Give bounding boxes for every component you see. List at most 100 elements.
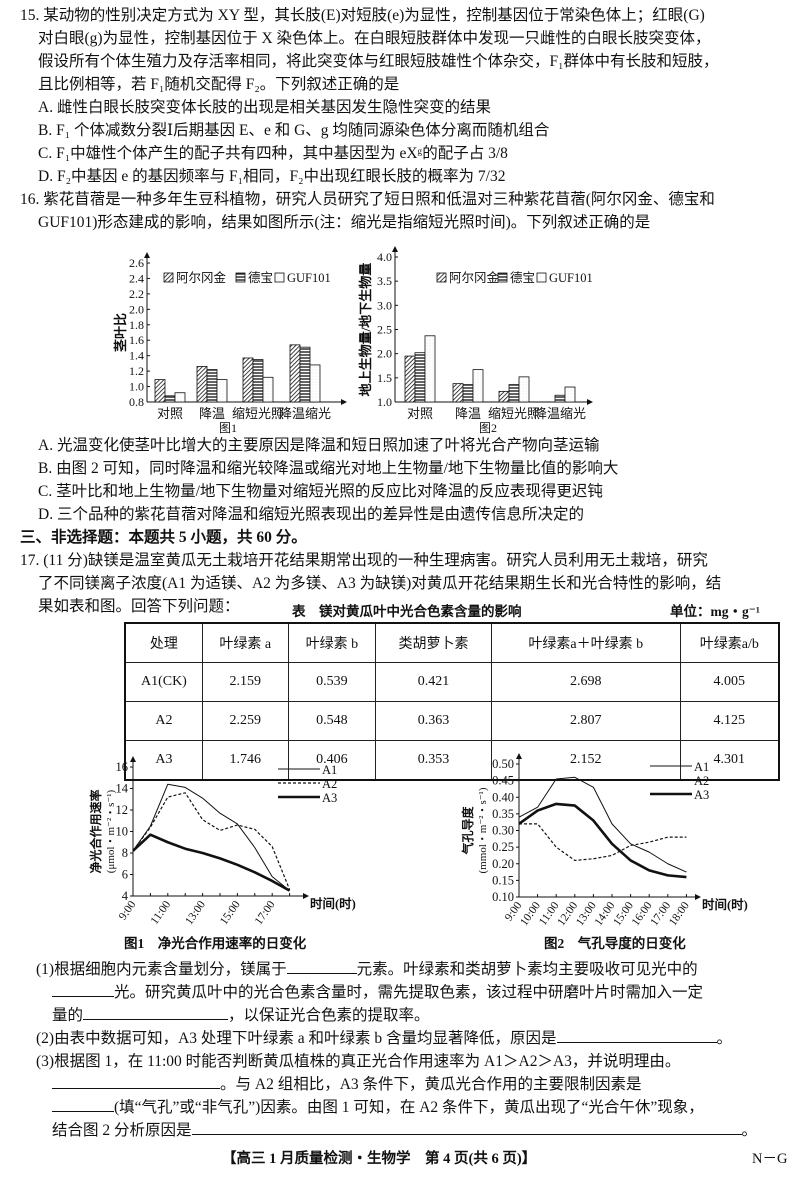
bar bbox=[174, 392, 186, 403]
y-tick-label: 1.5 bbox=[377, 371, 392, 385]
answer-blank[interactable] bbox=[286, 958, 357, 974]
table-cell: A1(CK) bbox=[124, 662, 203, 702]
bar bbox=[452, 383, 464, 403]
y-axis-label: 地上生物量/地下生物量 bbox=[358, 263, 373, 397]
q15-line: 假设所有个体生殖力及存活率相同，将此突变体与红眼短肢雄性个体杂交，F₁群体中有长… bbox=[38, 53, 719, 70]
legend-label: 德宝 bbox=[248, 270, 273, 285]
y-tick-label: 0.15 bbox=[492, 873, 514, 887]
y-tick-label: 0.20 bbox=[492, 857, 514, 871]
table-cell: 2.698 bbox=[490, 662, 681, 702]
pigment-table: 处理 叶绿素 a 叶绿素 b 类胡萝卜素 叶绿素a＋叶绿素 b 叶绿素a/b A… bbox=[124, 622, 780, 781]
bar bbox=[554, 394, 566, 403]
table-header: 类胡萝卜素 bbox=[375, 622, 492, 663]
x-tick-label: 降温 bbox=[455, 406, 481, 421]
bar bbox=[252, 359, 264, 403]
table-header: 叶绿素 a bbox=[201, 622, 289, 663]
x-tick-label: 11:00 bbox=[149, 899, 174, 927]
series-line-a1 bbox=[518, 776, 687, 873]
y-axis-label: 净光合作用速率 bbox=[88, 789, 103, 873]
answer-blank[interactable] bbox=[52, 981, 114, 997]
legend-swatch bbox=[536, 272, 547, 283]
bar bbox=[206, 369, 218, 403]
x-tick-label: 10:00 bbox=[518, 900, 543, 929]
table-cell: 0.353 bbox=[375, 740, 492, 781]
q17-sub3-line4: 结合图 2 分析原因是 。 bbox=[52, 1119, 757, 1142]
x-axis-label: 时间(时) bbox=[702, 897, 748, 912]
q17-line: 了不同镁离子浓度(A1 为适镁、A2 为多镁、A3 为缺镁)对黄瓜开花结果期生长… bbox=[38, 575, 722, 592]
bar bbox=[289, 344, 301, 403]
y-tick-label: 2.4 bbox=[129, 271, 144, 285]
q17-line: 17. (11 分)缺镁是温室黄瓜无土栽培开花结果期常出现的一种生理病害。研究人… bbox=[20, 552, 708, 569]
y-tick-label: 1.4 bbox=[129, 349, 144, 363]
figure-caption: 图1 净光合作用速率的日变化 bbox=[124, 935, 307, 951]
answer-blank[interactable] bbox=[191, 1119, 742, 1135]
legend-label: A3 bbox=[694, 788, 709, 802]
q15-option-d: D. F₂中基因 e 的基因频率与 F₁相同，F₂中出现红眼长肢的概率为 7/3… bbox=[38, 168, 506, 185]
q17-sub2: (2)由表中数据可知，A3 处理下叶绿素 a 和叶绿素 b 含量均显著降低，原因… bbox=[36, 1027, 732, 1050]
bar bbox=[262, 376, 274, 403]
y-tick-label: 2.0 bbox=[377, 347, 392, 361]
y-tick-label: 2.2 bbox=[129, 287, 144, 301]
q17-sub3: (3)根据图 1，在 11:00 时能否判断黄瓜植株的真正光合作用速率为 A1＞… bbox=[36, 1053, 681, 1070]
legend-swatch bbox=[163, 272, 174, 283]
q15-option-c: C. F₁中雄性个体产生的配子共有四种，其中基因型为 eXᵍ的配子占 3/8 bbox=[38, 145, 508, 162]
x-tick-label: 降温缩光 bbox=[279, 406, 331, 421]
y-tick-label: 3.5 bbox=[377, 274, 392, 288]
bar bbox=[154, 379, 166, 403]
x-tick-label: 对照 bbox=[157, 406, 183, 421]
q15-option-a: A. 雌性白眼长肢突变体长肢的出现是相关基因发生隐性突变的结果 bbox=[38, 99, 491, 116]
y-axis-label: 气孔导度 bbox=[460, 806, 475, 856]
q17-sub1-text: ，以保证光合色素的提取率。 bbox=[228, 1007, 430, 1024]
section-heading: 三、非选择题：本题共 5 小题，共 60 分。 bbox=[20, 529, 307, 546]
x-tick-label: 17:00 bbox=[253, 899, 278, 928]
q17-sub3-text: 结合图 2 分析原因是 bbox=[52, 1122, 192, 1139]
answer-blank[interactable] bbox=[52, 1096, 114, 1112]
x-axis-label: 时间(时) bbox=[310, 896, 356, 911]
x-tick-label: 18:00 bbox=[667, 900, 692, 929]
y-tick-label: 1.6 bbox=[129, 333, 144, 347]
y-tick-label: 0.40 bbox=[492, 790, 514, 804]
bar bbox=[508, 384, 520, 403]
table-header: 处理 bbox=[124, 622, 203, 663]
x-tick-label: 降温 bbox=[199, 406, 225, 421]
table-cell: A2 bbox=[124, 701, 203, 741]
table-cell: 0.548 bbox=[287, 701, 377, 741]
table-header-row: 处理 叶绿素 a 叶绿素 b 类胡萝卜素 叶绿素a＋叶绿素 b 叶绿素a/b bbox=[124, 622, 780, 663]
table-cell: 4.125 bbox=[679, 701, 780, 741]
y-tick-label: 1.8 bbox=[129, 318, 144, 332]
table-cell: 4.301 bbox=[679, 740, 780, 781]
q17-sub1-line2: 光。研究黄瓜叶中的光合色素含量时，需先提取色素，该过程中研磨叶片时需加入一定 bbox=[52, 981, 703, 1004]
answer-blank[interactable] bbox=[83, 1004, 229, 1020]
table-cell: 0.539 bbox=[287, 662, 377, 702]
q17-sub1-text: 量的 bbox=[52, 1007, 84, 1024]
bar bbox=[309, 364, 321, 403]
answer-blank[interactable] bbox=[556, 1027, 717, 1043]
bar bbox=[299, 346, 311, 403]
table-cell: 2.152 bbox=[490, 740, 681, 781]
legend-label: GUF101 bbox=[549, 271, 593, 285]
legend-swatch bbox=[274, 272, 285, 283]
series-line-a2 bbox=[132, 792, 291, 890]
bar bbox=[404, 355, 416, 403]
bar bbox=[498, 390, 510, 403]
answer-blank[interactable] bbox=[52, 1073, 220, 1089]
footer-page-info: 【高三 1 月质量检测・生物学 第 4 页(共 6 页)】 bbox=[222, 1151, 537, 1167]
figure-caption: 图2 bbox=[479, 421, 497, 435]
y-tick-label: 1.0 bbox=[129, 380, 144, 394]
q16-line: GUF101)形态建成的影响，结果如图所示(注：缩光是指缩短光照时间)。下列叙述… bbox=[38, 214, 651, 231]
x-tick-label: 降温缩光 bbox=[534, 406, 586, 421]
q17-sub1-text: (1)根据细胞内元素含量划分，镁属于 bbox=[36, 961, 287, 978]
y-tick-label: 12 bbox=[116, 803, 129, 817]
table-caption: 表 镁对黄瓜叶中光合色素含量的影响 bbox=[292, 604, 522, 619]
table-row: A1(CK) 2.159 0.539 0.421 2.698 4.005 bbox=[124, 662, 780, 702]
q15-option-b: B. F₁ 个体减数分裂Ⅰ后期基因 E、e 和 G、g 均随同源染色体分离而随机… bbox=[38, 122, 550, 139]
q17-sub3-text: 。与 A2 组相比，A3 条件下，黄瓜光合作用的主要限制因素是 bbox=[220, 1076, 642, 1093]
x-tick-label: 缩短光照 bbox=[488, 406, 540, 421]
table-header: 叶绿素 b bbox=[287, 622, 377, 663]
y-tick-label: 14 bbox=[116, 782, 129, 796]
legend-label: GUF101 bbox=[287, 271, 331, 285]
table-header: 叶绿素a/b bbox=[679, 622, 780, 663]
q17-sub2-text: (2)由表中数据可知，A3 处理下叶绿素 a 和叶绿素 b 含量均显著降低，原因… bbox=[36, 1030, 557, 1047]
legend-label: 德宝 bbox=[510, 270, 535, 285]
